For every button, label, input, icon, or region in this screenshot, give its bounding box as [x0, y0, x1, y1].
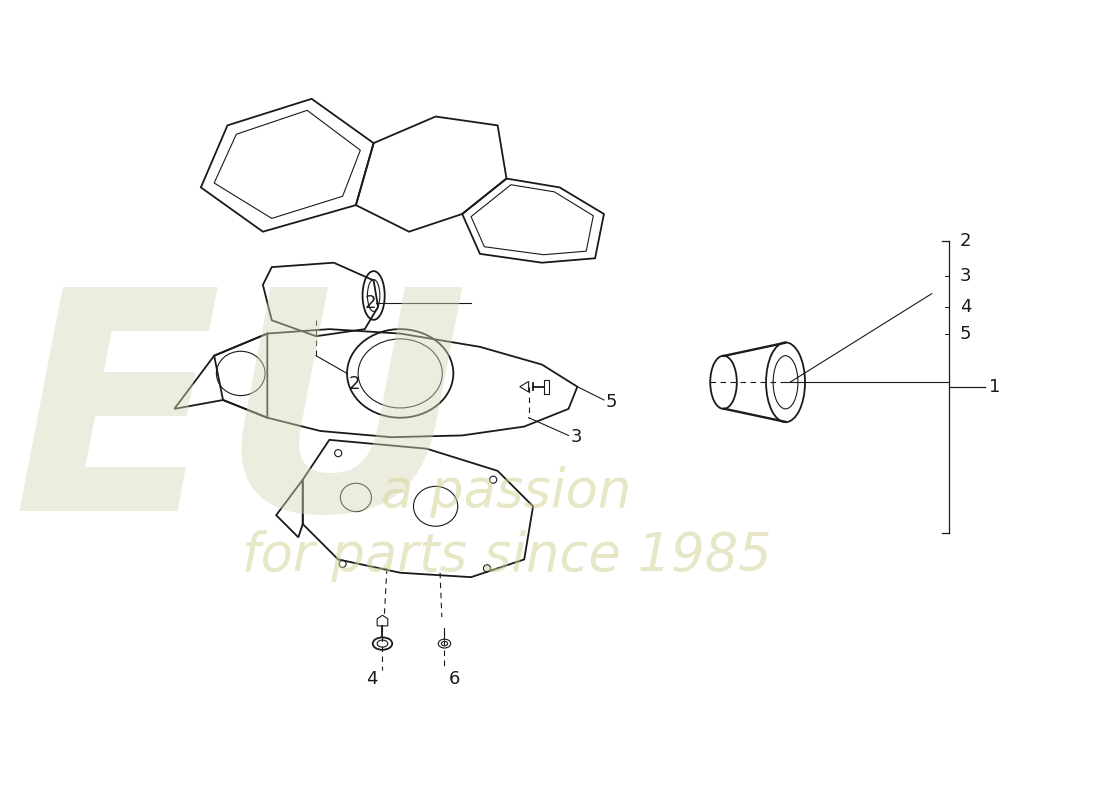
Text: 3: 3	[570, 428, 582, 446]
Text: 3: 3	[960, 267, 971, 285]
Text: EU: EU	[12, 278, 470, 575]
Text: 2: 2	[365, 294, 376, 311]
Text: 2: 2	[960, 231, 971, 250]
Text: 4: 4	[366, 670, 378, 688]
Text: 1: 1	[989, 378, 1001, 396]
Text: a passion
for parts since 1985: a passion for parts since 1985	[242, 466, 771, 582]
Text: 2: 2	[349, 375, 361, 393]
Text: 4: 4	[960, 298, 971, 316]
Text: 5: 5	[606, 393, 617, 410]
Text: 5: 5	[960, 325, 971, 342]
Text: 6: 6	[449, 670, 460, 688]
